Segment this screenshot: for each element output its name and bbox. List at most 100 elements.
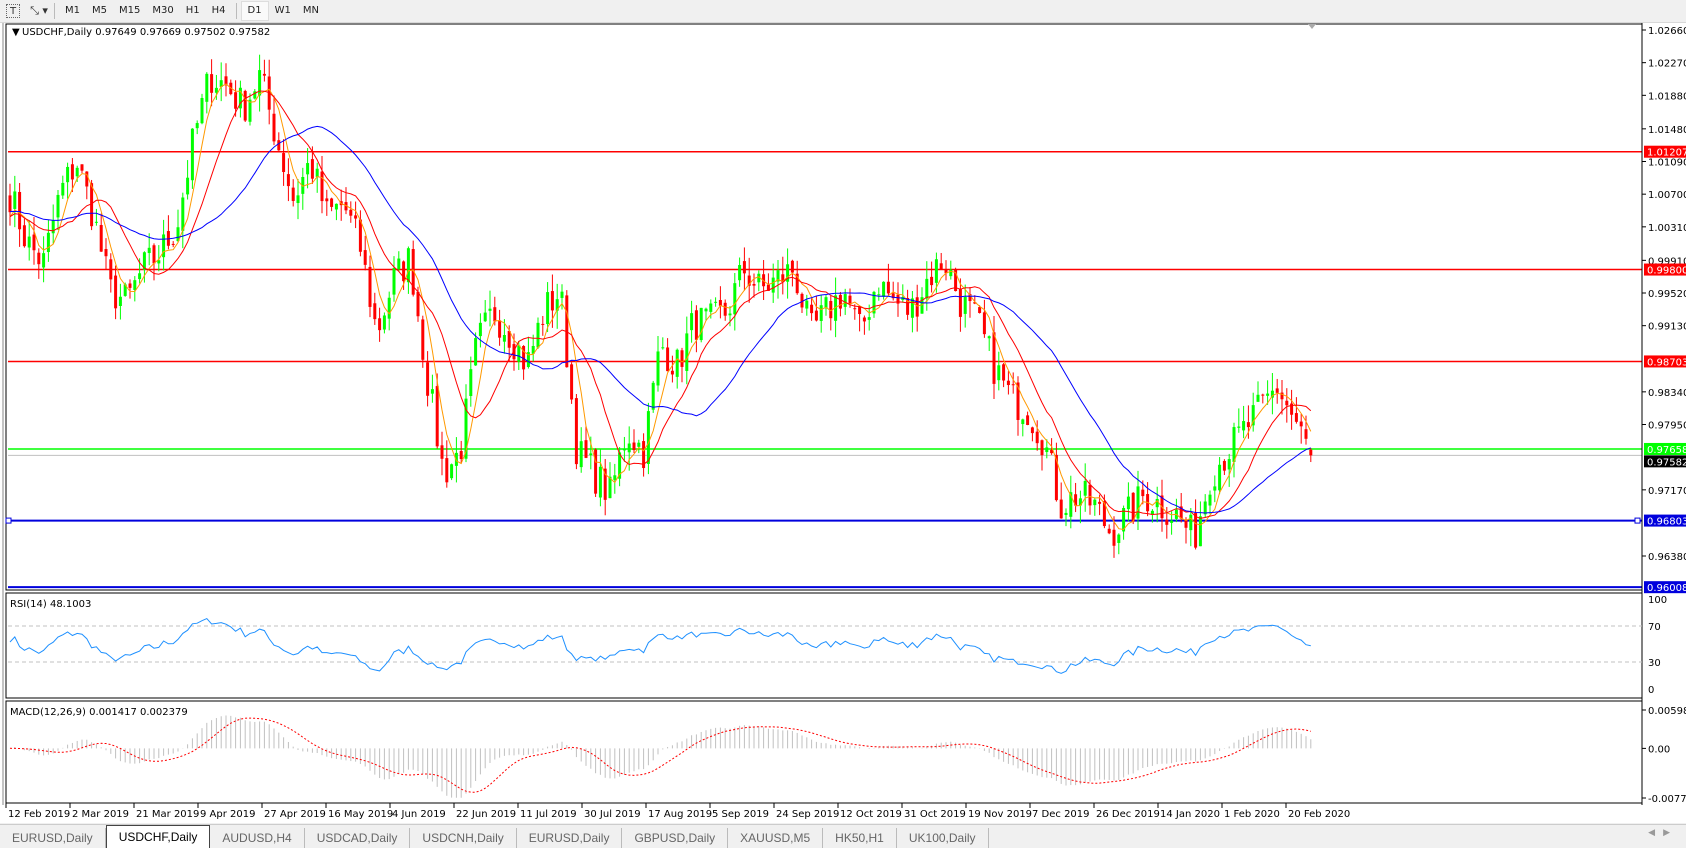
candle-body xyxy=(886,281,890,294)
candle-body xyxy=(483,312,487,322)
candle-body xyxy=(18,191,22,230)
timeframe-mn[interactable]: MN xyxy=(302,5,319,16)
candle-body xyxy=(675,349,679,377)
hline-handle xyxy=(1634,517,1641,524)
tab-uk100-daily[interactable]: UK100,Daily xyxy=(897,828,989,848)
tab-xauusd-m5[interactable]: XAUUSD,M5 xyxy=(728,828,824,848)
rsi-axis-label: 0 xyxy=(1648,685,1654,696)
candle-body xyxy=(373,303,377,320)
tab-audusd-h4[interactable]: AUDUSD,H4 xyxy=(210,828,305,848)
tab-usdcnh-daily[interactable]: USDCNH,Daily xyxy=(410,828,517,848)
candle-body xyxy=(147,247,151,254)
candle-body xyxy=(1136,486,1140,519)
date-label: 4 Jun 2019 xyxy=(392,809,446,820)
candle-body xyxy=(354,215,358,219)
candle-body xyxy=(790,260,794,273)
candle-body xyxy=(454,452,458,466)
candle xyxy=(608,462,612,499)
candle-body xyxy=(51,220,55,234)
candle xyxy=(1136,470,1140,530)
tab-eurusd-daily[interactable]: EURUSD,Daily xyxy=(517,828,623,848)
text-tool-icon[interactable]: T xyxy=(6,4,20,18)
date-label: 24 Sep 2019 xyxy=(776,809,839,820)
timeframe-w1[interactable]: W1 xyxy=(274,5,291,16)
candle xyxy=(162,219,166,271)
candle-body xyxy=(555,299,559,311)
tab-scroll[interactable]: ◀▶ xyxy=(1648,828,1678,838)
candle-body xyxy=(1122,507,1126,532)
timeframe-m30[interactable]: M30 xyxy=(152,5,174,16)
candle-body xyxy=(114,275,118,309)
candle xyxy=(526,336,530,369)
hline-price-tag-label: 0.96803 xyxy=(1647,517,1686,528)
candle xyxy=(18,182,22,247)
candle-body xyxy=(920,297,924,314)
candle xyxy=(320,155,324,214)
timeframe-m15[interactable]: M15 xyxy=(119,5,141,16)
candle-body xyxy=(872,291,876,314)
candle-body xyxy=(829,301,833,319)
price-tick-label: 1.01480 xyxy=(1648,125,1686,136)
candle-body xyxy=(1251,405,1255,426)
tab-eurusd-daily[interactable]: EURUSD,Daily xyxy=(0,828,106,848)
candle-body xyxy=(1189,514,1193,531)
candle-body xyxy=(46,232,50,253)
macd-label: MACD(12,26,9) 0.001417 0.002379 xyxy=(10,707,188,718)
candle xyxy=(1064,508,1068,527)
timeframe-m5[interactable]: M5 xyxy=(92,5,107,16)
scroll-right-icon[interactable]: ▶ xyxy=(1663,828,1678,838)
candle-body xyxy=(27,236,31,248)
timeframe-h4[interactable]: H4 xyxy=(211,5,226,16)
candle xyxy=(906,289,910,320)
candle xyxy=(747,257,751,303)
tab-usdcad-daily[interactable]: USDCAD,Daily xyxy=(305,828,411,848)
candle-body xyxy=(810,304,814,314)
candle xyxy=(858,306,862,332)
candle xyxy=(51,204,55,244)
candle xyxy=(1155,486,1159,523)
candle xyxy=(910,290,914,333)
timeframe-h1[interactable]: H1 xyxy=(185,5,200,16)
candle-body xyxy=(488,308,492,311)
candle xyxy=(598,448,602,507)
candle-body xyxy=(651,382,655,410)
candle-body xyxy=(771,277,775,293)
candle-body xyxy=(848,295,852,305)
candle-body xyxy=(176,227,180,242)
candle-body xyxy=(819,305,823,321)
tab-usdchf-daily[interactable]: USDCHF,Daily xyxy=(105,825,211,848)
candle xyxy=(483,300,487,323)
hline-price-tag-label: 0.97658 xyxy=(1647,445,1686,456)
candle-body xyxy=(426,362,430,396)
tab-hk50-h1[interactable]: HK50,H1 xyxy=(823,828,897,848)
candle xyxy=(1083,463,1087,512)
candle xyxy=(152,243,156,281)
price-tick-label: 0.99520 xyxy=(1648,289,1686,300)
candle-body xyxy=(1155,498,1159,508)
candle-body xyxy=(709,303,713,312)
scroll-left-icon[interactable]: ◀ xyxy=(1648,828,1664,838)
timeframe-m1[interactable]: M1 xyxy=(65,5,80,16)
candle-body xyxy=(1290,403,1294,415)
candle-body xyxy=(824,297,828,309)
chart-window[interactable]: 1.02660 1.02270 1.01880 1.01480 1.01090 1.007… xyxy=(0,23,1686,823)
candle-body xyxy=(891,293,895,299)
candle-body xyxy=(517,345,521,362)
price-tick-label: 0.96380 xyxy=(1648,552,1686,563)
candle xyxy=(94,208,98,226)
candle xyxy=(118,283,122,320)
candle xyxy=(536,317,540,349)
timeframe-d1[interactable]: D1 xyxy=(240,1,269,21)
candle-body xyxy=(1179,506,1183,519)
candle-body xyxy=(570,364,574,400)
price-tick-label: 0.97170 xyxy=(1648,486,1686,497)
hline-price-tag-label: 1.01207 xyxy=(1647,148,1686,159)
candle-body xyxy=(834,295,838,321)
candle xyxy=(1030,426,1034,442)
tab-gbpusd-daily[interactable]: GBPUSD,Daily xyxy=(622,828,729,848)
candle-body xyxy=(349,209,353,216)
candle xyxy=(1294,397,1298,424)
candle-body xyxy=(733,283,737,315)
drawing-tools-icon[interactable]: ⤡ ▾ xyxy=(30,4,48,17)
chart-canvas[interactable]: 1.02660 1.02270 1.01880 1.01480 1.01090 1.007… xyxy=(0,23,1686,823)
